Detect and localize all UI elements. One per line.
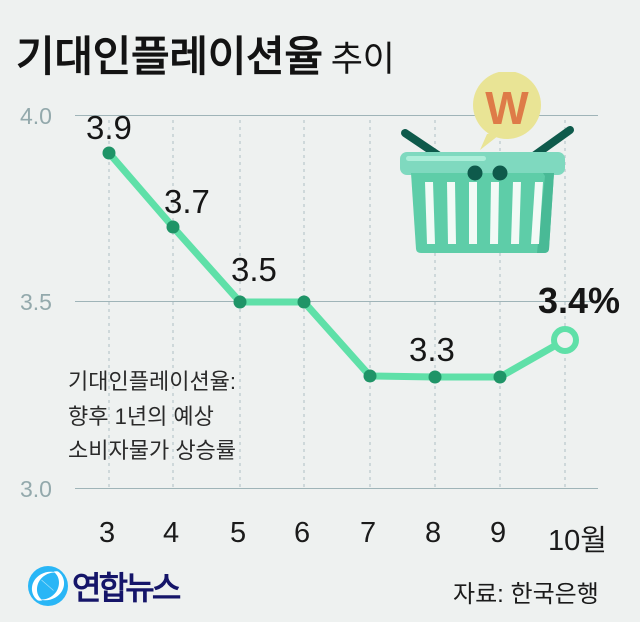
svg-text:W: W xyxy=(485,82,529,134)
